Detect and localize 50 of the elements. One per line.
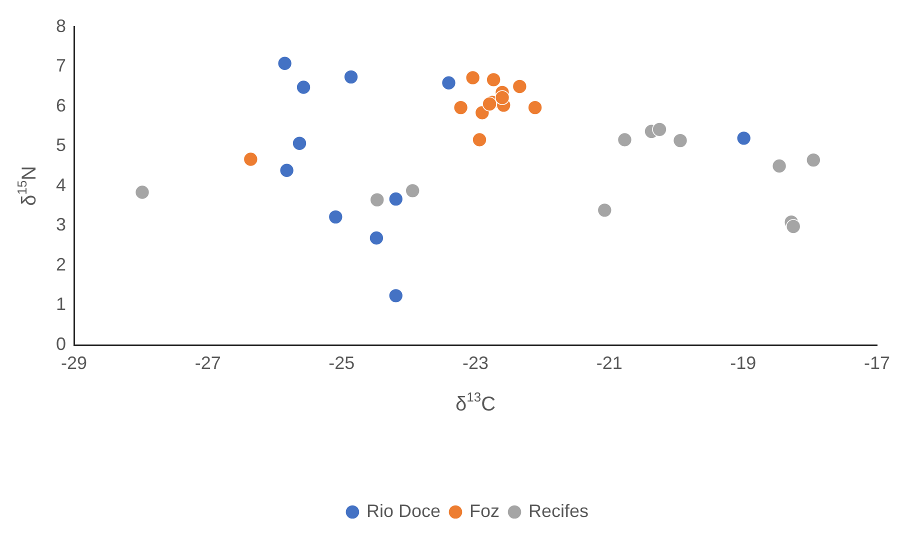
point xyxy=(292,136,307,151)
point xyxy=(441,75,456,90)
legend-label: Recifes xyxy=(528,500,589,521)
point xyxy=(279,162,294,178)
y-tick-label: 1 xyxy=(56,294,66,314)
point xyxy=(369,230,384,246)
legend-label: Foz xyxy=(470,500,500,521)
point xyxy=(528,100,542,115)
point xyxy=(786,219,801,234)
point xyxy=(388,192,404,206)
point xyxy=(772,158,787,174)
x-tick-label: -21 xyxy=(596,352,622,373)
x-tick-label: -29 xyxy=(61,352,88,373)
point xyxy=(472,132,487,148)
point xyxy=(465,70,480,86)
y-tick-label: 5 xyxy=(56,135,66,156)
point xyxy=(370,192,385,208)
x-tick-label: -23 xyxy=(462,352,489,373)
x-tick-label: -27 xyxy=(194,352,221,373)
point xyxy=(597,202,612,218)
point xyxy=(806,152,821,168)
point xyxy=(277,56,292,71)
point xyxy=(512,79,528,94)
y-tick-label: 2 xyxy=(56,254,66,274)
x-tick-label: -19 xyxy=(730,352,756,373)
point xyxy=(736,130,752,146)
point xyxy=(453,100,468,115)
legend-label: Rio Doce xyxy=(366,500,441,521)
point xyxy=(405,183,420,198)
point xyxy=(482,96,497,112)
y-tick-label: 4 xyxy=(56,174,66,195)
y-tick-label: 7 xyxy=(56,56,66,76)
point xyxy=(652,122,667,137)
y-tick-label: 6 xyxy=(56,95,66,116)
y-axis-title: δ15N xyxy=(14,166,41,206)
point xyxy=(344,70,358,84)
point xyxy=(134,184,150,200)
point xyxy=(494,90,510,105)
point xyxy=(388,288,404,304)
point xyxy=(486,72,501,88)
point xyxy=(328,210,344,224)
y-tick-label: 8 xyxy=(56,16,66,36)
y-tick-label: 0 xyxy=(56,334,66,354)
point xyxy=(617,132,632,148)
point xyxy=(296,80,311,95)
point xyxy=(243,152,258,167)
x-tick-label: -17 xyxy=(864,352,890,373)
y-tick-label: 3 xyxy=(56,214,66,235)
x-tick-label: -25 xyxy=(328,352,355,373)
point xyxy=(672,133,688,148)
